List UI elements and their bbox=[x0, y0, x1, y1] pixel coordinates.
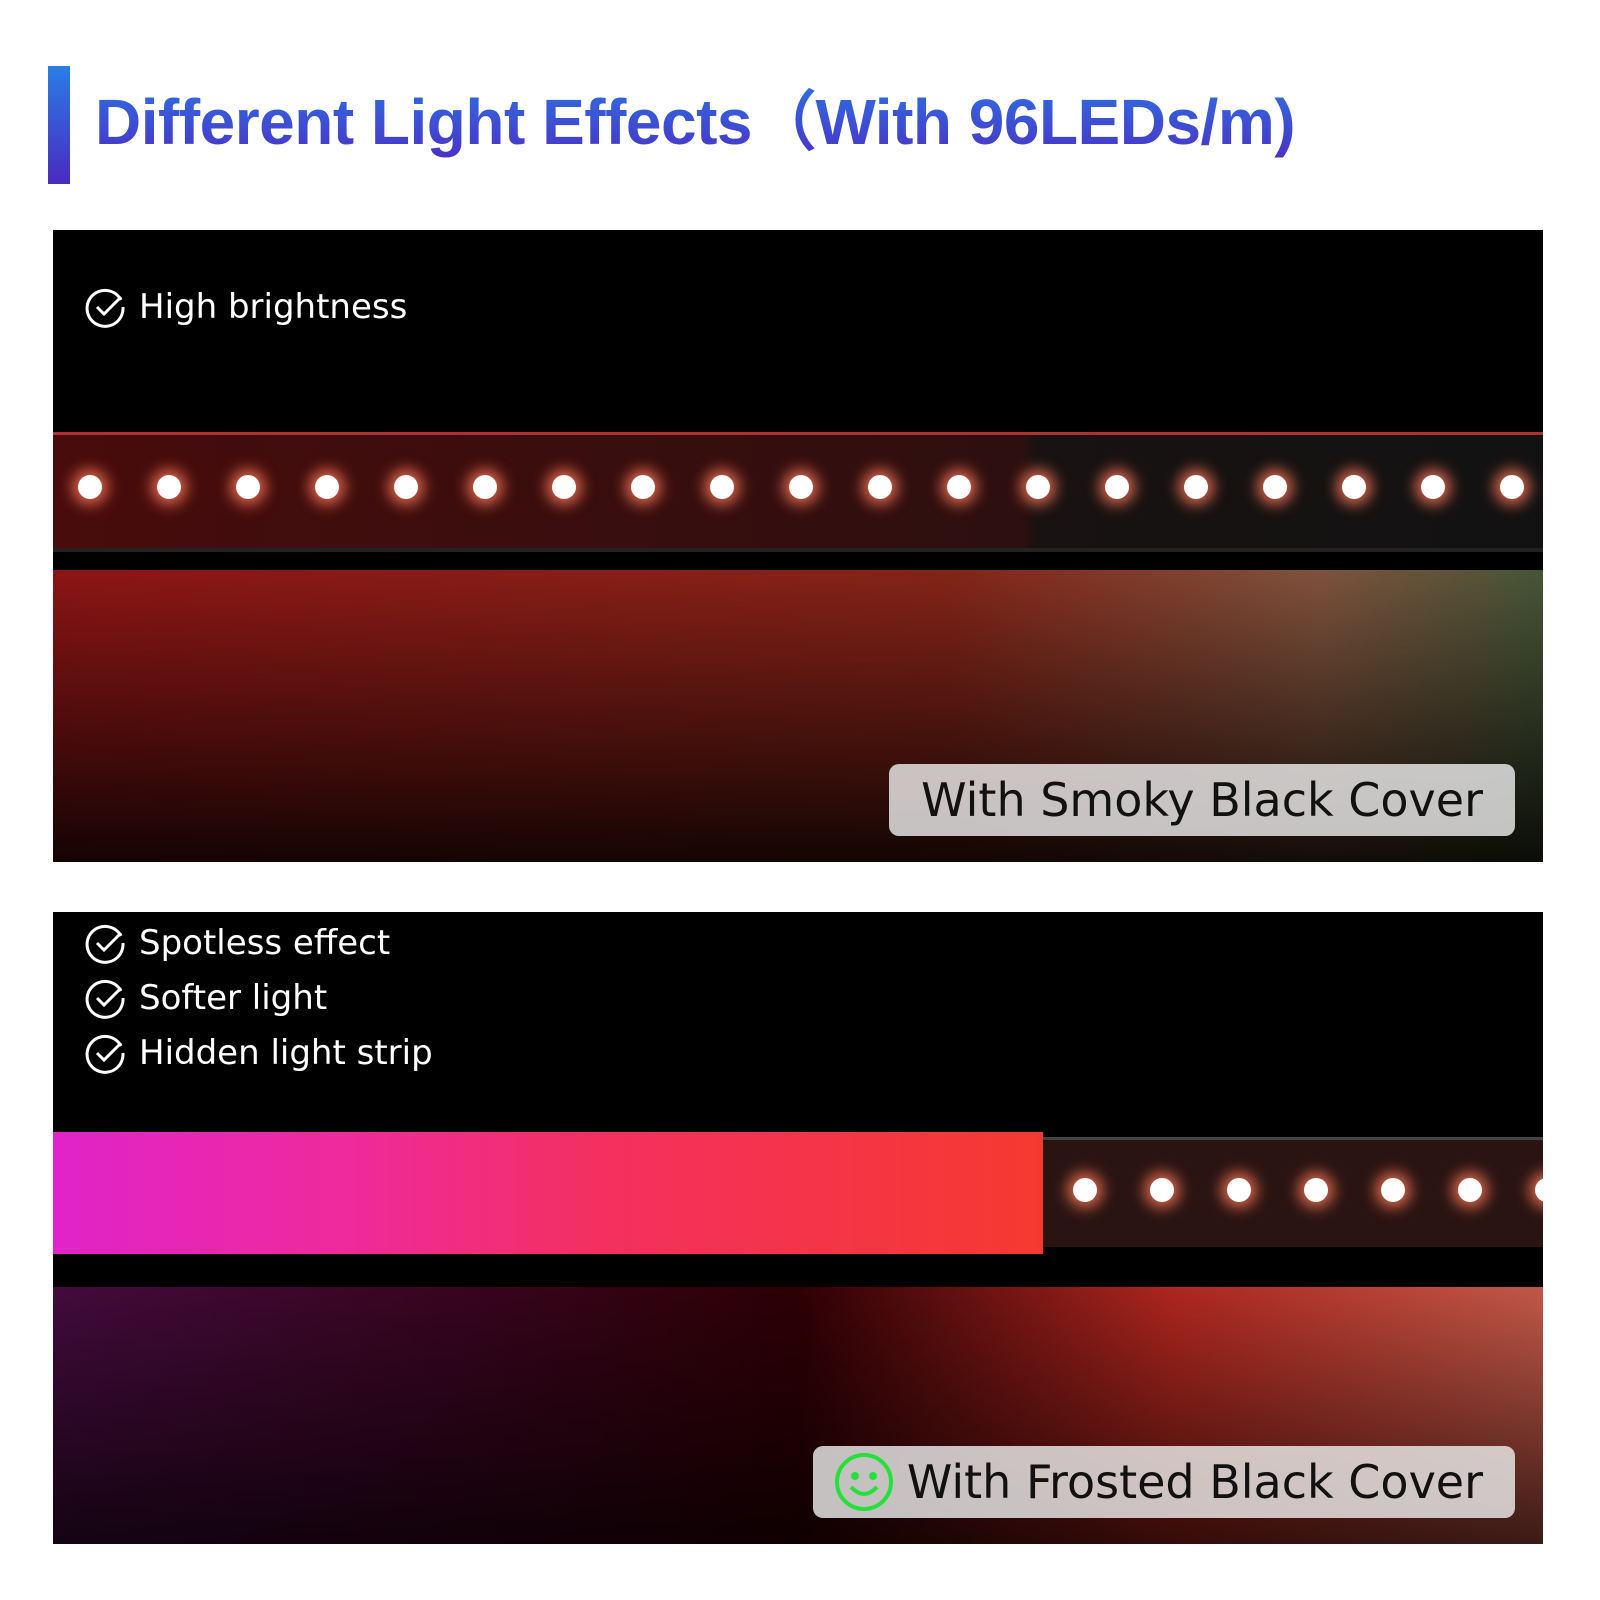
led-dot bbox=[1150, 1178, 1174, 1202]
feature-item: High brightness bbox=[85, 286, 407, 328]
title-accent-bar bbox=[48, 66, 70, 184]
led-dot bbox=[868, 475, 892, 499]
led-dot bbox=[1227, 1178, 1251, 1202]
frosted-cover-photo: Spotless effect Softer light Hidden ligh… bbox=[53, 912, 1543, 1544]
led-dot bbox=[315, 475, 339, 499]
led-dot bbox=[947, 475, 971, 499]
led-dot bbox=[1342, 475, 1366, 499]
led-dot bbox=[1500, 475, 1524, 499]
led-dot bbox=[1458, 1178, 1482, 1202]
led-dot bbox=[157, 475, 181, 499]
feature-item: Spotless effect bbox=[85, 922, 390, 964]
feature-item: Softer light bbox=[85, 977, 327, 1019]
led-dot bbox=[1073, 1178, 1097, 1202]
led-dot bbox=[78, 475, 102, 499]
led-strip bbox=[1043, 1137, 1543, 1247]
cover-label: With Frosted Black Cover bbox=[812, 1446, 1515, 1518]
check-circle-icon bbox=[85, 288, 125, 328]
led-dot bbox=[552, 475, 576, 499]
feature-item: Hidden light strip bbox=[85, 1032, 433, 1074]
led-dot bbox=[1421, 475, 1445, 499]
led-dot bbox=[1535, 1178, 1543, 1202]
led-dot bbox=[1381, 1178, 1405, 1202]
led-strip bbox=[53, 432, 1543, 552]
led-dot bbox=[1263, 475, 1287, 499]
smoky-cover-photo: High brightness With Smoky Black Cover bbox=[53, 230, 1543, 862]
led-dot bbox=[1184, 475, 1208, 499]
led-dot bbox=[710, 475, 734, 499]
smiley-icon bbox=[834, 1453, 893, 1511]
cover-label: With Smoky Black Cover bbox=[889, 764, 1515, 836]
led-dot bbox=[394, 475, 418, 499]
frosted-tube bbox=[53, 1132, 1043, 1254]
led-dot bbox=[473, 475, 497, 499]
page-title: Different Light Effects（With 96LEDs/m) bbox=[95, 84, 1296, 161]
check-circle-icon bbox=[85, 1034, 125, 1074]
led-dot bbox=[631, 475, 655, 499]
check-circle-icon bbox=[85, 924, 125, 964]
led-dot bbox=[236, 475, 260, 499]
led-dot bbox=[789, 475, 813, 499]
led-dot bbox=[1105, 475, 1129, 499]
led-dot bbox=[1304, 1178, 1328, 1202]
check-circle-icon bbox=[85, 979, 125, 1019]
led-dot bbox=[1026, 475, 1050, 499]
